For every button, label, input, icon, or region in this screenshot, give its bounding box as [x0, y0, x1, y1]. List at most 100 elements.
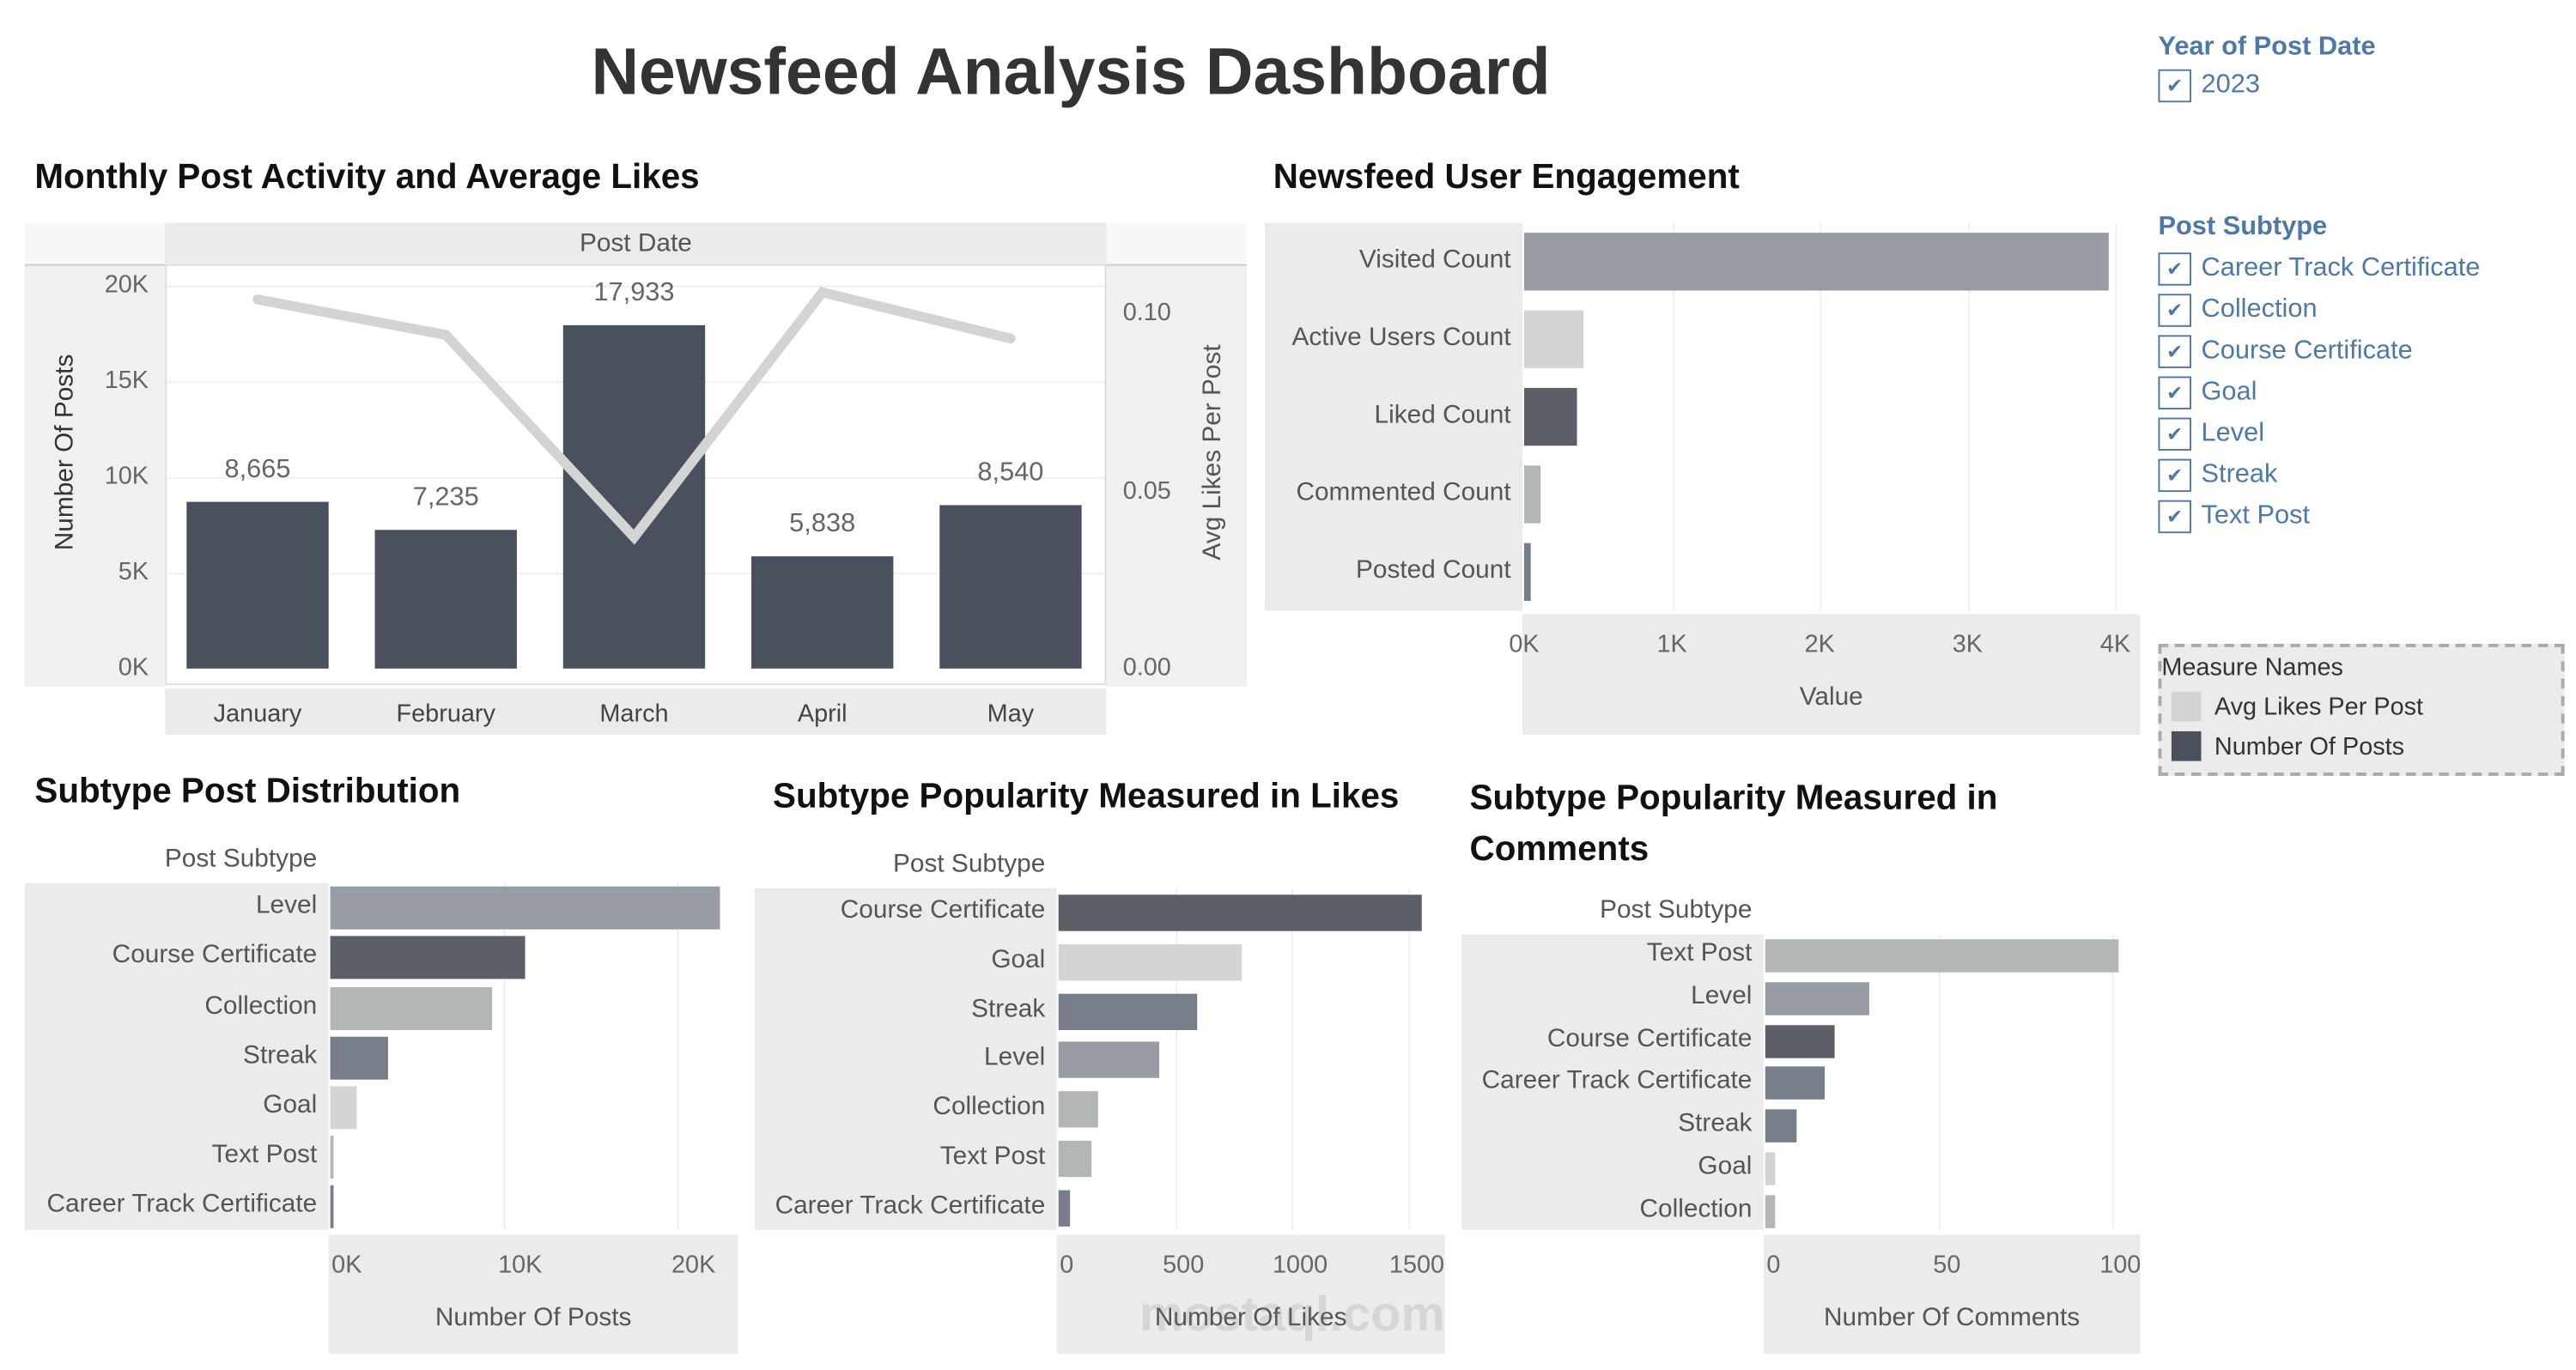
category-label[interactable]: Level: [255, 891, 318, 920]
category-label[interactable]: Streak: [1678, 1109, 1753, 1138]
legend-item[interactable]: Number Of Posts: [2171, 730, 2561, 761]
bar-goal[interactable]: [1765, 1152, 1776, 1185]
bar-course-certificate[interactable]: [1058, 894, 1422, 931]
category-label[interactable]: Career Track Certificate: [1481, 1066, 1753, 1095]
bar-streak[interactable]: [330, 1036, 388, 1080]
bar-text-post[interactable]: [1765, 939, 2119, 973]
gridline: [2115, 222, 2117, 611]
checkbox-checked-icon[interactable]: ✔: [2158, 69, 2191, 103]
bar-course-certificate[interactable]: [1765, 1024, 1835, 1058]
bar-collection[interactable]: [1765, 1194, 1776, 1228]
bar-march: [562, 324, 706, 669]
chart-title-comments: Subtype Popularity Measured in Comments: [1469, 779, 1998, 869]
bar-career-track-certificate[interactable]: [1765, 1066, 1825, 1100]
x-axis-title: Number Of Likes: [1154, 1304, 1347, 1332]
bar-text-post[interactable]: [1058, 1140, 1091, 1177]
bar-value-label: 5,838: [789, 510, 856, 539]
bar-streak[interactable]: [1058, 992, 1197, 1030]
x-axis-pane: [1763, 1234, 2141, 1354]
post-date-header: [165, 222, 1107, 264]
category-label[interactable]: Text Post: [939, 1142, 1046, 1171]
bar-course-certificate[interactable]: [330, 936, 525, 979]
checkbox-checked-icon[interactable]: ✔: [2158, 293, 2191, 326]
bar-goal[interactable]: [1058, 943, 1242, 980]
subtype-filter-title: Post Subtype: [2158, 213, 2328, 241]
legend-item[interactable]: Avg Likes Per Post: [2171, 691, 2561, 722]
month-label[interactable]: April: [797, 700, 848, 729]
bar-level[interactable]: [330, 886, 720, 930]
bar-commented-count[interactable]: [1524, 465, 1540, 524]
subtype-filter-option[interactable]: ✔ Collection: [2158, 289, 2480, 330]
subtype-filter-option[interactable]: ✔ Goal: [2158, 372, 2480, 413]
category-label[interactable]: Streak: [971, 994, 1046, 1023]
checkbox-checked-icon[interactable]: ✔: [2158, 416, 2191, 451]
month-label[interactable]: May: [987, 700, 1035, 729]
subtype-filter: Post Subtype ✔ Career Track Certificate ✔ C…: [2158, 213, 2480, 536]
bar-collection[interactable]: [1058, 1091, 1098, 1128]
x-tick-label: 4K: [2099, 630, 2131, 659]
month-label[interactable]: February: [396, 700, 495, 729]
month-label[interactable]: January: [213, 700, 302, 729]
category-label[interactable]: Active Users Count: [1291, 322, 1511, 351]
category-label[interactable]: Course Certificate: [840, 896, 1046, 924]
bar-level[interactable]: [1765, 981, 1869, 1015]
bar-goal[interactable]: [330, 1086, 356, 1130]
x-tick-label: 1K: [1656, 630, 1687, 659]
category-label[interactable]: Posted Count: [1355, 555, 1511, 584]
y2-tick-label: 0.00: [1122, 653, 1171, 682]
category-label[interactable]: Career Track Certificate: [46, 1191, 318, 1219]
month-label[interactable]: March: [599, 700, 669, 729]
subtype-filter-option[interactable]: ✔ Level: [2158, 413, 2480, 454]
category-label[interactable]: Goal: [263, 1090, 318, 1119]
chart-title-likes: Subtype Popularity Measured in Likes: [773, 777, 1400, 816]
year-filter-option[interactable]: ✔ 2023: [2158, 69, 2375, 103]
checkbox-checked-icon[interactable]: ✔: [2158, 458, 2191, 492]
x-axis-title: Number Of Posts: [434, 1304, 632, 1332]
category-label[interactable]: Collection: [204, 991, 318, 1020]
category-label[interactable]: Text Post: [1646, 939, 1753, 967]
bar-career-track-certificate[interactable]: [1058, 1189, 1071, 1227]
bar-liked-count[interactable]: [1524, 387, 1577, 446]
category-label[interactable]: Collection: [1639, 1194, 1753, 1223]
bar-career-track-certificate[interactable]: [330, 1185, 333, 1229]
category-label[interactable]: Level: [1691, 981, 1753, 1010]
x-tick-label: 100: [2099, 1251, 2142, 1280]
bar-text-post[interactable]: [330, 1136, 333, 1179]
checkbox-checked-icon[interactable]: ✔: [2158, 375, 2191, 409]
dashboard-title: Newsfeed Analysis Dashboard: [591, 36, 1551, 109]
checkbox-checked-icon[interactable]: ✔: [2158, 252, 2191, 285]
category-label[interactable]: Streak: [243, 1040, 318, 1070]
checkbox-checked-icon[interactable]: ✔: [2158, 334, 2191, 367]
subtype-filter-option[interactable]: ✔ Text Post: [2158, 495, 2480, 536]
bar-visited-count[interactable]: [1524, 233, 2108, 291]
gridline: [1408, 888, 1411, 1230]
bar-posted-count[interactable]: [1524, 543, 1530, 602]
x-tick-label: 0K: [331, 1251, 362, 1280]
category-label[interactable]: Collection: [933, 1093, 1046, 1121]
right-axis-pane: [1106, 264, 1247, 688]
category-label[interactable]: Course Certificate: [112, 941, 318, 970]
bar-active-users-count[interactable]: [1524, 310, 1583, 368]
category-label[interactable]: Liked Count: [1374, 400, 1511, 429]
subtype-filter-option[interactable]: ✔ Course Certificate: [2158, 330, 2480, 372]
bar-streak[interactable]: [1765, 1109, 1797, 1143]
x-tick-label: 10K: [498, 1251, 543, 1280]
year-filter-title: Year of Post Date: [2158, 33, 2376, 62]
checkbox-checked-icon[interactable]: ✔: [2158, 499, 2191, 533]
y-tick-label: 5K: [118, 558, 149, 586]
legend-label: Avg Likes Per Post: [2214, 692, 2424, 721]
subtype-filter-option[interactable]: ✔ Streak: [2158, 454, 2480, 495]
x-tick-label: 0: [1766, 1251, 1781, 1280]
category-label-pane: [754, 888, 1057, 1230]
category-label[interactable]: Goal: [991, 945, 1046, 974]
category-label[interactable]: Commented Count: [1296, 477, 1511, 506]
category-label[interactable]: Goal: [1698, 1152, 1753, 1180]
category-label[interactable]: Course Certificate: [1546, 1024, 1753, 1052]
bar-collection[interactable]: [330, 986, 492, 1030]
subtype-filter-option[interactable]: ✔ Career Track Certificate: [2158, 247, 2480, 288]
category-label[interactable]: Visited Count: [1358, 245, 1511, 274]
category-label[interactable]: Text Post: [211, 1141, 318, 1169]
bar-level[interactable]: [1058, 1042, 1159, 1079]
category-label[interactable]: Career Track Certificate: [775, 1191, 1046, 1220]
category-label[interactable]: Level: [984, 1043, 1046, 1072]
